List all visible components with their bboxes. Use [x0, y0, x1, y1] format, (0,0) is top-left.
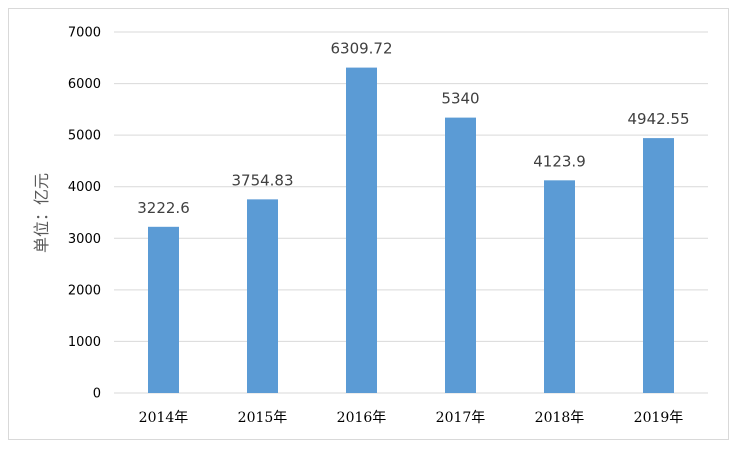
y-tick-label: 3000: [68, 232, 101, 247]
y-axis-ticks: 0 1000 2000 3000 4000 5000 6000 7000: [68, 26, 101, 402]
y-tick-label: 0: [93, 387, 101, 402]
data-label: 5340: [441, 90, 479, 108]
y-tick-label: 5000: [68, 129, 101, 144]
data-label: 6309.72: [330, 40, 392, 58]
data-label: 3754.83: [231, 171, 293, 189]
gridlines: [114, 31, 708, 394]
bar: [148, 226, 179, 393]
bar: [247, 199, 278, 393]
bar: [445, 117, 476, 393]
data-label: 3222.6: [137, 199, 190, 217]
y-tick-label: 1000: [68, 335, 101, 350]
x-axis-ticks: 2014年 2015年 2016年 2017年 2018年 2019年: [139, 410, 684, 426]
x-tick-label: 2018年: [535, 410, 585, 426]
data-label: 4942.55: [627, 110, 689, 128]
bar: [346, 67, 377, 393]
data-label: 4123.9: [533, 152, 586, 170]
y-axis-label: 单位：亿元: [32, 173, 51, 253]
x-tick-label: 2015年: [238, 410, 288, 426]
x-tick-label: 2014年: [139, 410, 189, 426]
bar: [544, 180, 575, 393]
y-tick-label: 4000: [68, 180, 101, 195]
data-labels: 3222.6 3754.83 6309.72 5340 4123.9 4942.55: [137, 40, 689, 217]
bar: [643, 138, 674, 393]
y-tick-label: 2000: [68, 283, 101, 298]
bars: [148, 67, 674, 393]
x-tick-label: 2017年: [436, 410, 486, 426]
x-tick-label: 2019年: [634, 410, 684, 426]
y-tick-label: 6000: [68, 77, 101, 92]
y-tick-label: 7000: [68, 26, 101, 41]
x-tick-label: 2016年: [337, 410, 387, 426]
